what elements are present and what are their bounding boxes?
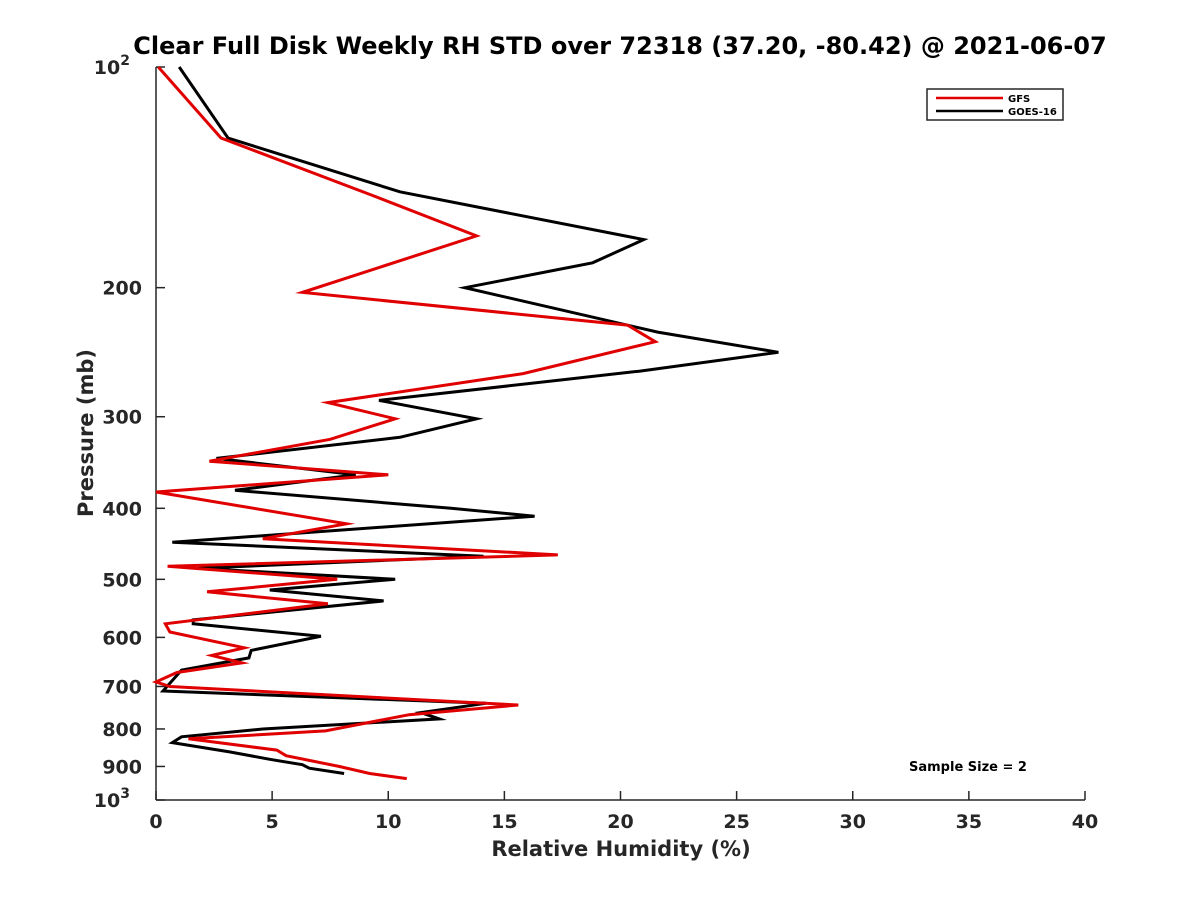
y-tick-exponent: 3: [120, 786, 130, 802]
y-tick-label: 102: [94, 53, 130, 79]
y-tick-label: 500: [102, 569, 142, 591]
plot-background: [156, 67, 1085, 800]
x-tick-label: 20: [607, 811, 633, 833]
y-tick-label: 700: [102, 676, 142, 698]
y-axis: 102 200 300 400 500 600 700 800 900 103: [94, 53, 165, 812]
x-tick-label: 5: [266, 811, 279, 833]
y-tick-label: 103: [94, 786, 130, 812]
y-tick-label: 300: [102, 407, 142, 429]
y-tick-exponent: 2: [120, 53, 130, 69]
legend-label: GFS: [1008, 94, 1030, 105]
legend: GFS GOES-16: [926, 88, 1064, 121]
x-axis-label: Relative Humidity (%): [491, 837, 750, 861]
series-line-goes-16: [159, 66, 779, 775]
legend-label: GOES-16: [1008, 107, 1057, 118]
sample-size-annotation: Sample Size = 2: [909, 760, 1027, 775]
chart-title: Clear Full Disk Weekly RH STD over 72318…: [133, 32, 1106, 60]
y-tick-label: 400: [102, 498, 142, 520]
y-axis-label: Pressure (mb): [74, 349, 98, 517]
plot-area: [156, 67, 1085, 800]
legend-box: [926, 88, 1064, 121]
x-tick-label: 35: [956, 811, 982, 833]
y-tick-label: 200: [102, 278, 142, 300]
x-axis: 0 5 10 15 20 25 30 35 40: [149, 791, 1098, 833]
series-line-gfs: [151, 66, 660, 781]
x-tick-label: 40: [1072, 811, 1098, 833]
x-tick-label: 30: [840, 811, 866, 833]
y-tick-label: 800: [102, 719, 142, 741]
x-tick-label: 25: [723, 811, 749, 833]
x-tick-label: 0: [149, 811, 162, 833]
x-tick-label: 15: [491, 811, 517, 833]
y-tick-label: 600: [102, 627, 142, 649]
y-tick-label: 900: [102, 756, 142, 778]
series-layer: [151, 66, 779, 781]
x-tick-label: 10: [375, 811, 401, 833]
